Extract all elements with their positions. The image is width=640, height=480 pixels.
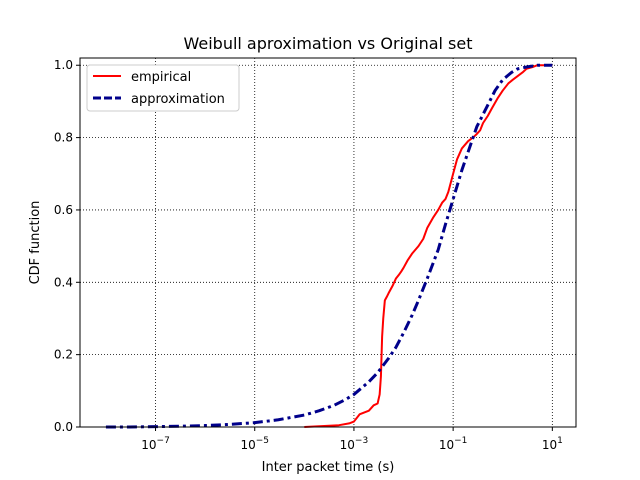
x-tick-label: 10−1 (439, 436, 468, 452)
x-axis-label: Inter packet time (s) (262, 460, 395, 475)
series-line-empirical (304, 64, 553, 428)
plot-frame (79, 57, 577, 428)
y-tick-label: 0.6 (54, 203, 73, 217)
y-tick-label: 0.0 (54, 420, 73, 434)
y-tick-label: 1.0 (54, 58, 73, 72)
x-tick-label: 10−7 (141, 436, 170, 452)
series-lines (105, 63, 553, 429)
y-tick-label: 0.8 (54, 131, 73, 145)
x-tick-label: 101 (542, 436, 563, 452)
legend-label-approximation: approximation (131, 92, 225, 107)
legend: empirical approximation (86, 64, 240, 112)
legend-box (86, 64, 240, 112)
x-tick-label: 10−5 (240, 436, 269, 452)
x-tick-label: 10−3 (340, 436, 369, 452)
legend-label-empirical: empirical (131, 70, 191, 85)
y-tick-label: 0.4 (54, 275, 73, 289)
series-line-approximation (105, 63, 553, 429)
y-tick-label: 0.2 (54, 348, 73, 362)
axis-ticks: 10−7 10−5 10−3 10−1 101 0.0 0.2 0.4 0.6 0.8 1.0 (54, 58, 563, 452)
chart-title: Weibull aproximation vs Original set (183, 34, 472, 53)
y-axis-label: CDF function (28, 201, 43, 285)
